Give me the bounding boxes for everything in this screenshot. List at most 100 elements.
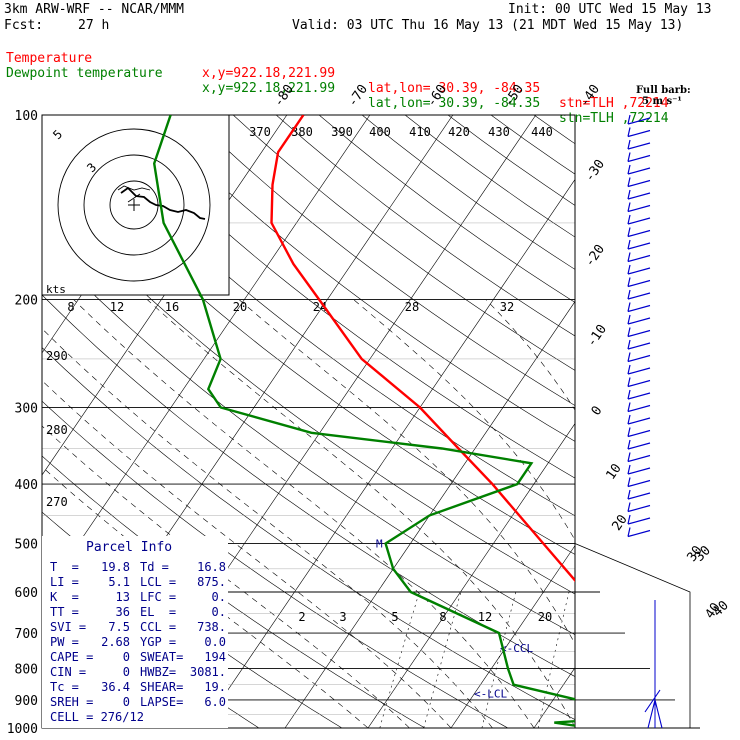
wind-barb (627, 229, 651, 238)
pressure-label: 800 (15, 663, 38, 678)
hodograph-speed-label: 28 (405, 300, 419, 314)
parcel-info-cell: T = (50, 560, 79, 574)
parcel-info-cell: 0 (122, 665, 130, 679)
isotherm-label: -70 (345, 82, 371, 110)
pressure-label: 900 (15, 694, 38, 709)
wind-barb (627, 452, 631, 462)
parcel-info-cell: 0 (122, 650, 130, 664)
hodograph-unit-label: kts (46, 283, 66, 296)
parcel-info-cell: K = (50, 590, 79, 604)
m-marker: M (376, 537, 383, 550)
theta-label: 380 (291, 125, 313, 139)
parcel-info-cell: 0 (122, 695, 130, 709)
isotherm-label: -80 (271, 82, 297, 110)
parcel-info-cell: 194 (204, 650, 226, 664)
wind-barb (627, 242, 651, 250)
wind-barb (627, 527, 631, 537)
wind-barb (627, 114, 631, 125)
wind-barb (627, 354, 651, 363)
temperature-legend-latlon: lat,lon= 30.39, -84.35 (368, 81, 541, 96)
wind-barb (627, 217, 651, 225)
wind-barb (627, 127, 631, 137)
fcst-value: 27 h (78, 18, 110, 33)
wind-barb (627, 164, 631, 175)
temperature-legend-label: Temperature (6, 51, 93, 66)
isotherm-label: -20 (582, 242, 608, 270)
ccl-label: <-CCL (500, 642, 533, 655)
wind-barb (627, 152, 631, 162)
parcel-info-cell: LCL = (140, 575, 177, 589)
wind-barb (627, 117, 651, 125)
mixing-ratio-line (589, 592, 617, 728)
hodograph-speed-label: 32 (500, 300, 514, 314)
parcel-info-cell: SVI = (50, 620, 87, 634)
parcel-info-cell: 0. (211, 590, 226, 604)
model-title: 3km ARW-WRF -- NCAR/MMM (4, 2, 185, 17)
dewpoint-legend-label: Dewpoint temperature (6, 66, 163, 81)
wind-barb (627, 202, 631, 212)
wind-barb (627, 329, 651, 338)
wind-barb (627, 442, 651, 450)
pressure-label: 1000 (7, 722, 38, 737)
theta-label: 410 (409, 125, 431, 139)
isotherm-label: -40 (577, 82, 603, 110)
parcel-info-cell: Td = (140, 560, 169, 574)
parcel-info-cell: PW = (50, 635, 79, 649)
parcel-info-cell: 0.0 (204, 635, 226, 649)
parcel-info-cell: 19.8 (101, 560, 130, 574)
wind-barb (627, 314, 631, 325)
parcel-info-cell: 7.5 (108, 620, 130, 634)
wind-barb (627, 227, 631, 237)
hodograph-trace (120, 186, 206, 220)
wind-barb (627, 467, 651, 475)
pressure-label: 600 (15, 586, 38, 601)
wind-barb (627, 352, 631, 362)
parcel-info-cell: SHEAR= (140, 680, 184, 694)
theta-label: 270 (46, 495, 68, 509)
parcel-info-cell: CCL = (140, 620, 177, 634)
dry-adiabat (490, 115, 575, 175)
wind-barb (627, 392, 651, 400)
theta-label: 420 (448, 125, 470, 139)
lcl-label: <-LCL (474, 687, 507, 700)
parcel-info-cell: 6.0 (204, 695, 226, 709)
hodograph-speed-label: 12 (110, 300, 124, 314)
pressure-label: 100 (15, 109, 38, 124)
isotherm-label: 30 (684, 543, 705, 564)
dewpoint-legend-xy: x,y=922.18,221.99 (202, 81, 336, 96)
parcel-info-cell: 2.68 (101, 635, 130, 649)
isotherm-line (367, 423, 575, 728)
moist-adiabat (609, 300, 740, 729)
parcel-info-cell: LI = (50, 575, 79, 589)
dry-adiabat (276, 115, 575, 337)
parcel-info-cell: 5.1 (108, 575, 130, 589)
wind-barb (627, 264, 631, 275)
temperature-legend: Temperature x,y=922.18,221.99 lat,lon= 3… (6, 36, 669, 111)
wind-barb (627, 214, 631, 225)
pressure-label: 400 (15, 478, 38, 493)
pressure-label: 200 (15, 294, 38, 309)
moist-adiabat (353, 299, 575, 541)
dry-adiabat (447, 115, 575, 206)
wind-barb (627, 277, 631, 287)
mixing-ratio-label: 2 (298, 610, 305, 624)
wind-barb (627, 317, 651, 325)
wind-barb (627, 304, 651, 313)
mixing-ratio-line (656, 592, 680, 728)
wind-barb (627, 417, 651, 425)
parcel-info-cell: Tc = (50, 680, 79, 694)
hodograph-speed-label: 24 (313, 300, 327, 314)
wind-barb (627, 402, 631, 412)
isotherm-line (284, 300, 575, 728)
dewpoint-legend-latlon: lat,lon= 30.39, -84.35 (368, 96, 541, 111)
hodograph-speed-label: 20 (233, 300, 247, 314)
wind-barb (627, 289, 631, 300)
isotherm-label: -10 (584, 322, 610, 350)
parcel-info-title: Parcel Info (86, 540, 173, 555)
parcel-info-cell: CAPE = (50, 650, 94, 664)
wind-barb (627, 514, 631, 525)
fcst-label: Fcst: (4, 18, 44, 33)
dry-adiabat (147, 115, 575, 442)
init-time: Init: 00 UTC Wed 15 May 13 (508, 2, 712, 17)
parcel-info-cell: 875. (197, 575, 226, 589)
